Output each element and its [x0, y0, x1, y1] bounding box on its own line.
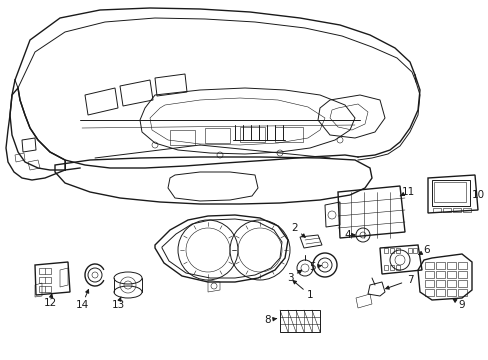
Bar [39, 277, 51, 283]
Bar [457, 262, 466, 269]
Bar [424, 289, 433, 296]
Bar [431, 180, 469, 206]
Bar [280, 310, 319, 332]
Text: 12: 12 [43, 298, 57, 308]
Bar [424, 271, 433, 278]
Text: 7: 7 [406, 275, 412, 285]
Text: 5: 5 [309, 262, 316, 272]
Bar [457, 271, 466, 278]
Text: 8: 8 [264, 315, 271, 325]
Bar [446, 262, 455, 269]
Bar [452, 208, 460, 212]
Text: 14: 14 [75, 300, 88, 310]
Bar [39, 286, 51, 292]
Text: 1: 1 [306, 290, 313, 300]
Bar [39, 268, 51, 274]
Bar [407, 248, 411, 253]
Bar [446, 271, 455, 278]
Bar [435, 262, 444, 269]
Bar [457, 289, 466, 296]
Bar [412, 248, 416, 253]
Bar [446, 289, 455, 296]
Bar [389, 265, 393, 270]
Bar [424, 280, 433, 287]
Bar [395, 265, 399, 270]
Text: 11: 11 [401, 187, 414, 197]
Text: 2: 2 [291, 223, 298, 233]
Bar [433, 182, 465, 202]
Bar [424, 262, 433, 269]
Bar [435, 289, 444, 296]
Bar [457, 280, 466, 287]
Bar [383, 248, 387, 253]
Text: 13: 13 [111, 300, 124, 310]
Text: 4: 4 [344, 230, 350, 240]
Text: 6: 6 [423, 245, 429, 255]
Text: 10: 10 [470, 190, 484, 200]
Bar [389, 248, 393, 253]
Text: 3: 3 [286, 273, 293, 283]
Bar [462, 208, 470, 212]
Bar [442, 208, 450, 212]
Bar [395, 248, 399, 253]
Bar [383, 265, 387, 270]
Bar [435, 280, 444, 287]
Bar [435, 271, 444, 278]
Bar [446, 280, 455, 287]
Text: 9: 9 [458, 300, 465, 310]
Bar [432, 208, 440, 212]
